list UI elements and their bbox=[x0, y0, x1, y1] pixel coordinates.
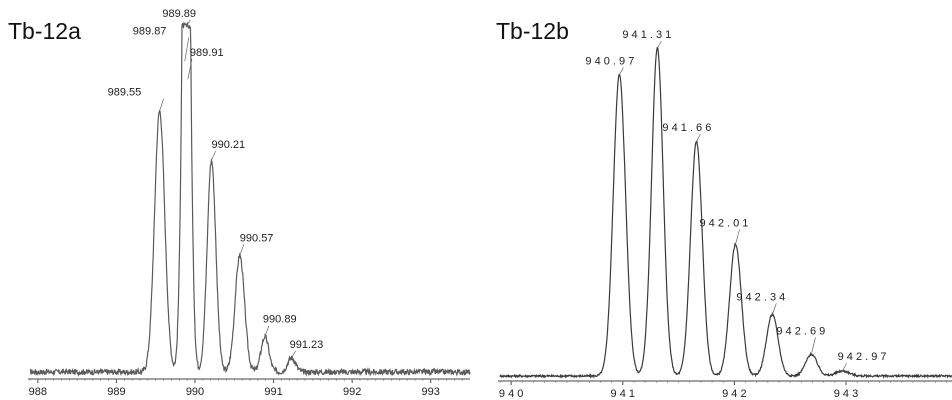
x-tick-label-a: 991 bbox=[264, 386, 282, 398]
peak-label-b: 9 4 2 . 6 9 bbox=[776, 325, 825, 337]
peak-label-b: 9 4 1 . 3 1 bbox=[622, 29, 671, 41]
x-tick-label-b: 9 4 1 bbox=[611, 388, 635, 400]
chart-panel-tb-12a: 988 989 990 991 992 993 989.55 989.87 989.89 989.… bbox=[8, 8, 471, 398]
peak-leader-b bbox=[696, 134, 701, 142]
spectrum-line-a bbox=[29, 21, 471, 378]
peak-label-b: 9 4 2 . 9 7 bbox=[838, 351, 887, 363]
peak-label-b: 9 4 2 . 3 4 bbox=[736, 291, 785, 303]
peak-leader-b bbox=[842, 362, 847, 372]
peak-leader-a bbox=[159, 98, 164, 111]
peak-label-a: 989.91 bbox=[190, 47, 224, 59]
peak-leader-b bbox=[811, 337, 816, 355]
spectrum-chart-b: 9 4 0 9 4 1 9 4 2 9 4 3 9 4 0 . 9 7 9 4 1 . 3… bbox=[498, 29, 952, 400]
peak-label-a: 990.21 bbox=[212, 139, 246, 151]
chart-title-a: Tb-12a bbox=[8, 18, 81, 44]
spectrum-chart-a: 988 989 990 991 992 993 989.55 989.87 989.89 989.… bbox=[28, 8, 471, 398]
peak-leader-a bbox=[239, 244, 245, 256]
chart-panel-tb-12b: 9 4 0 9 4 1 9 4 2 9 4 3 9 4 0 . 9 7 9 4 1 . 3… bbox=[476, 0, 952, 400]
peak-label-b: 9 4 2 . 0 1 bbox=[699, 217, 748, 229]
peak-label-a: 989.87 bbox=[133, 25, 167, 37]
peak-leader-a bbox=[187, 58, 193, 80]
peak-leader-b bbox=[619, 67, 624, 75]
peak-label-a: 990.89 bbox=[263, 314, 297, 326]
peak-leader-a bbox=[264, 325, 270, 337]
spectrum-line-b bbox=[499, 46, 952, 379]
peak-label-a: 989.89 bbox=[162, 8, 196, 20]
peak-leader-b bbox=[735, 229, 740, 245]
x-tick-label-a: 990 bbox=[186, 386, 204, 398]
peak-leader-a bbox=[186, 19, 191, 27]
peak-leader-a bbox=[184, 37, 190, 62]
x-tick-label-b: 9 4 0 bbox=[499, 388, 523, 400]
x-tick-label-b: 9 4 3 bbox=[834, 388, 858, 400]
peak-leader-a bbox=[291, 350, 296, 358]
peak-leader-a bbox=[211, 150, 216, 161]
peak-label-b: 9 4 0 . 9 7 bbox=[585, 56, 634, 68]
x-tick-label-a: 992 bbox=[343, 386, 361, 398]
peak-label-b: 9 4 1 . 6 6 bbox=[662, 122, 711, 134]
chart-title-b: Tb-12b bbox=[496, 18, 569, 44]
x-tick-label-a: 988 bbox=[29, 386, 47, 398]
peak-leader-b bbox=[657, 40, 662, 49]
x-tick-label-b: 9 4 2 bbox=[722, 388, 746, 400]
x-tick-label-a: 993 bbox=[422, 386, 440, 398]
peak-label-a: 991.23 bbox=[290, 339, 324, 351]
peak-leader-b bbox=[771, 303, 777, 315]
x-tick-label-a: 989 bbox=[107, 386, 125, 398]
peak-label-a: 990.57 bbox=[240, 232, 274, 244]
peak-label-a: 989.55 bbox=[108, 87, 142, 99]
